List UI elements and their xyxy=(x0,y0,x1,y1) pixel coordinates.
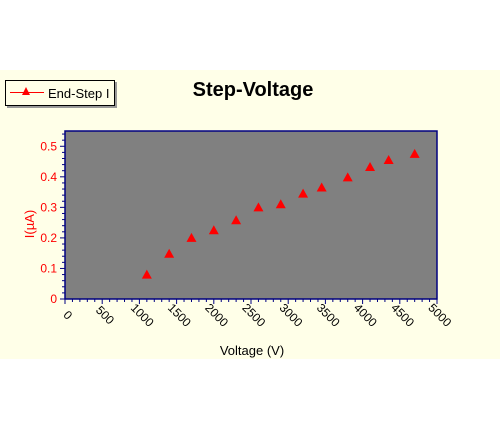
x-tick-label: 3500 xyxy=(314,301,343,330)
x-tick-label: 5000 xyxy=(425,301,454,330)
data-point-triangle xyxy=(409,148,420,158)
y-tick-label: 0 xyxy=(50,292,57,306)
data-point-triangle xyxy=(316,182,327,192)
data-point-triangle xyxy=(275,199,286,209)
data-point-triangle xyxy=(164,248,175,258)
x-tick-label: 4000 xyxy=(351,301,380,330)
legend-triangle-marker xyxy=(22,87,30,95)
data-point-triangle xyxy=(342,172,353,182)
x-axis-label: Voltage (V) xyxy=(220,343,284,358)
x-tick-label: 2500 xyxy=(239,301,268,330)
x-tick-label: 1500 xyxy=(165,301,194,330)
x-tick-label: 4500 xyxy=(388,301,417,330)
data-point-triangle xyxy=(365,162,376,172)
chart-title: Step-Voltage xyxy=(193,79,314,101)
y-tick-label: 0.5 xyxy=(40,139,57,153)
x-tick-label: 0 xyxy=(61,308,76,323)
data-points xyxy=(141,148,420,279)
y-tick-label: 0.4 xyxy=(40,170,57,184)
plot-area xyxy=(64,130,438,300)
data-point-triangle xyxy=(298,188,309,198)
x-tick-label: 3000 xyxy=(277,301,306,330)
data-point-triangle xyxy=(231,215,242,225)
data-point-triangle xyxy=(141,269,152,279)
data-point-triangle xyxy=(253,202,264,212)
y-tick-label: 0.2 xyxy=(40,231,57,245)
data-point-triangle xyxy=(186,232,197,242)
x-tick-label: 1000 xyxy=(128,301,157,330)
y-tick-label: 0.1 xyxy=(40,261,57,275)
x-tick-label: 500 xyxy=(93,303,117,327)
y-tick-label: 0.3 xyxy=(40,200,57,214)
data-point-triangle xyxy=(383,155,394,165)
legend-label: End-Step I xyxy=(48,86,110,101)
chart-legend: End-Step I xyxy=(5,80,115,106)
y-axis-label: I(µA) xyxy=(22,210,37,238)
data-point-triangle xyxy=(208,225,219,235)
x-tick-label: 2000 xyxy=(202,301,231,330)
